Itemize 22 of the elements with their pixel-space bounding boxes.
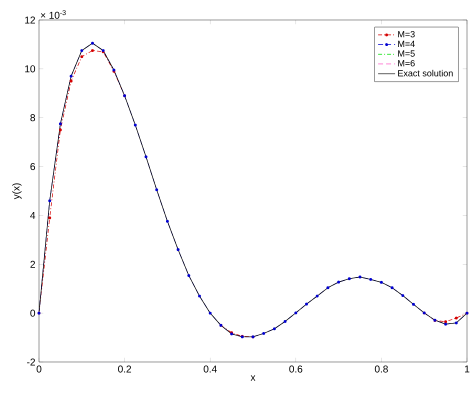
y-tick-label: 6	[30, 163, 36, 170]
y-tick-label: 8	[30, 114, 36, 122]
y-tick-label: 10	[25, 65, 36, 72]
y-tick-label: 0	[30, 310, 36, 317]
x-axis-title: x	[250, 375, 256, 381]
x-tick-label: 0	[36, 366, 42, 373]
text: × 10$^{-3}$	[40, 10, 66, 19]
x-tick-label: 0.8	[374, 366, 388, 373]
x-tick-label: 1	[465, 366, 470, 372]
y-tick-label: 2	[30, 260, 35, 268]
y-tick-label: 12	[25, 16, 35, 24]
legend-label: M=5	[398, 50, 415, 57]
legend-label: M=3	[398, 31, 415, 38]
x-tick-label: 0.2	[118, 366, 132, 373]
legend-label: M=6	[398, 60, 415, 66]
y-tick-label: -2	[27, 358, 35, 366]
x-tick-label: 0.4	[204, 366, 217, 373]
y-tick-label: 4	[30, 212, 36, 219]
legend-label: Exact solution	[398, 70, 453, 76]
legend-label: M=4	[398, 40, 415, 47]
y-axis-title: y(x)	[12, 183, 22, 200]
x-tick-label: 0.6	[289, 366, 302, 373]
